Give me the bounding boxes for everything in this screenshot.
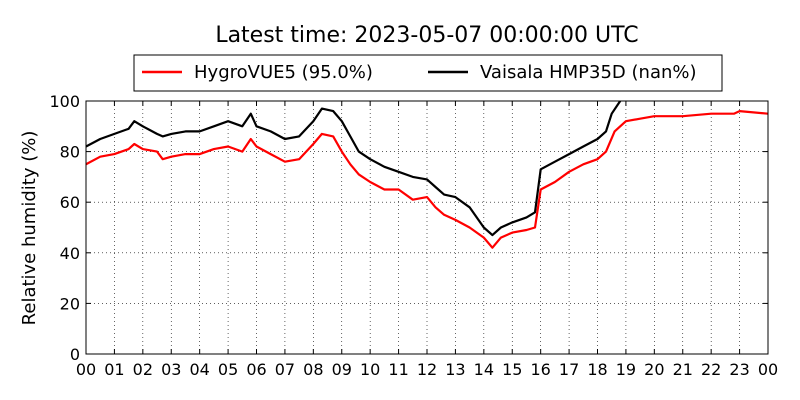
- x-tick-label: 16: [530, 360, 550, 379]
- x-tick-label: 22: [701, 360, 721, 379]
- legend-label-hmp35d: Vaisala HMP35D (nan%): [480, 62, 697, 83]
- x-tick-label: 13: [445, 360, 465, 379]
- series-layer: [86, 101, 768, 249]
- x-tick-label: 02: [133, 360, 153, 379]
- x-tick-label: 10: [360, 360, 380, 379]
- gridlines: [86, 101, 768, 354]
- plot-frame: [85, 100, 769, 355]
- y-axis-label: Relative humidity (%): [19, 131, 40, 326]
- x-tick-label: 00: [76, 360, 96, 379]
- x-tick-label: 12: [417, 360, 437, 379]
- x-tick-label: 11: [388, 360, 408, 379]
- x-tick-label: 21: [673, 360, 693, 379]
- series-line-hmp35d: [86, 101, 622, 237]
- x-tick-label: 05: [218, 360, 238, 379]
- y-tick-label: 40: [60, 244, 80, 263]
- axis-ticks: 00 01 02 03 04 05 06 07 08 09 10 11 12 13 14 15 16 17 18 19…: [49, 92, 778, 379]
- y-tick-label: 100: [49, 92, 80, 111]
- x-tick-label: 03: [161, 360, 181, 379]
- series-line-hygrovue5: [86, 109, 768, 249]
- x-tick-label: 08: [303, 360, 323, 379]
- y-tick-label: 0: [70, 345, 80, 364]
- x-tick-label: 07: [275, 360, 295, 379]
- x-tick-label: 18: [587, 360, 607, 379]
- legend-label-hygrovue5: HygroVUE5 (95.0%): [194, 62, 373, 83]
- x-tick-label: 06: [246, 360, 266, 379]
- x-tick-label: 04: [189, 360, 209, 379]
- x-tick-label: 19: [616, 360, 636, 379]
- y-tick-label: 80: [60, 143, 80, 162]
- legend: HygroVUE5 (95.0%) Vaisala HMP35D (nan%): [133, 54, 723, 92]
- x-tick-label: 15: [502, 360, 522, 379]
- chart-title: Latest time: 2023-05-07 00:00:00 UTC: [215, 23, 638, 48]
- x-tick-label: 09: [332, 360, 352, 379]
- x-tick-label: 01: [104, 360, 124, 379]
- y-tick-label: 60: [60, 193, 80, 212]
- x-tick-label: 20: [644, 360, 664, 379]
- x-tick-label: 23: [729, 360, 749, 379]
- y-tick-label: 20: [60, 294, 80, 313]
- x-tick-label: 14: [474, 360, 494, 379]
- x-tick-label: 17: [559, 360, 579, 379]
- x-tick-label: 00: [758, 360, 778, 379]
